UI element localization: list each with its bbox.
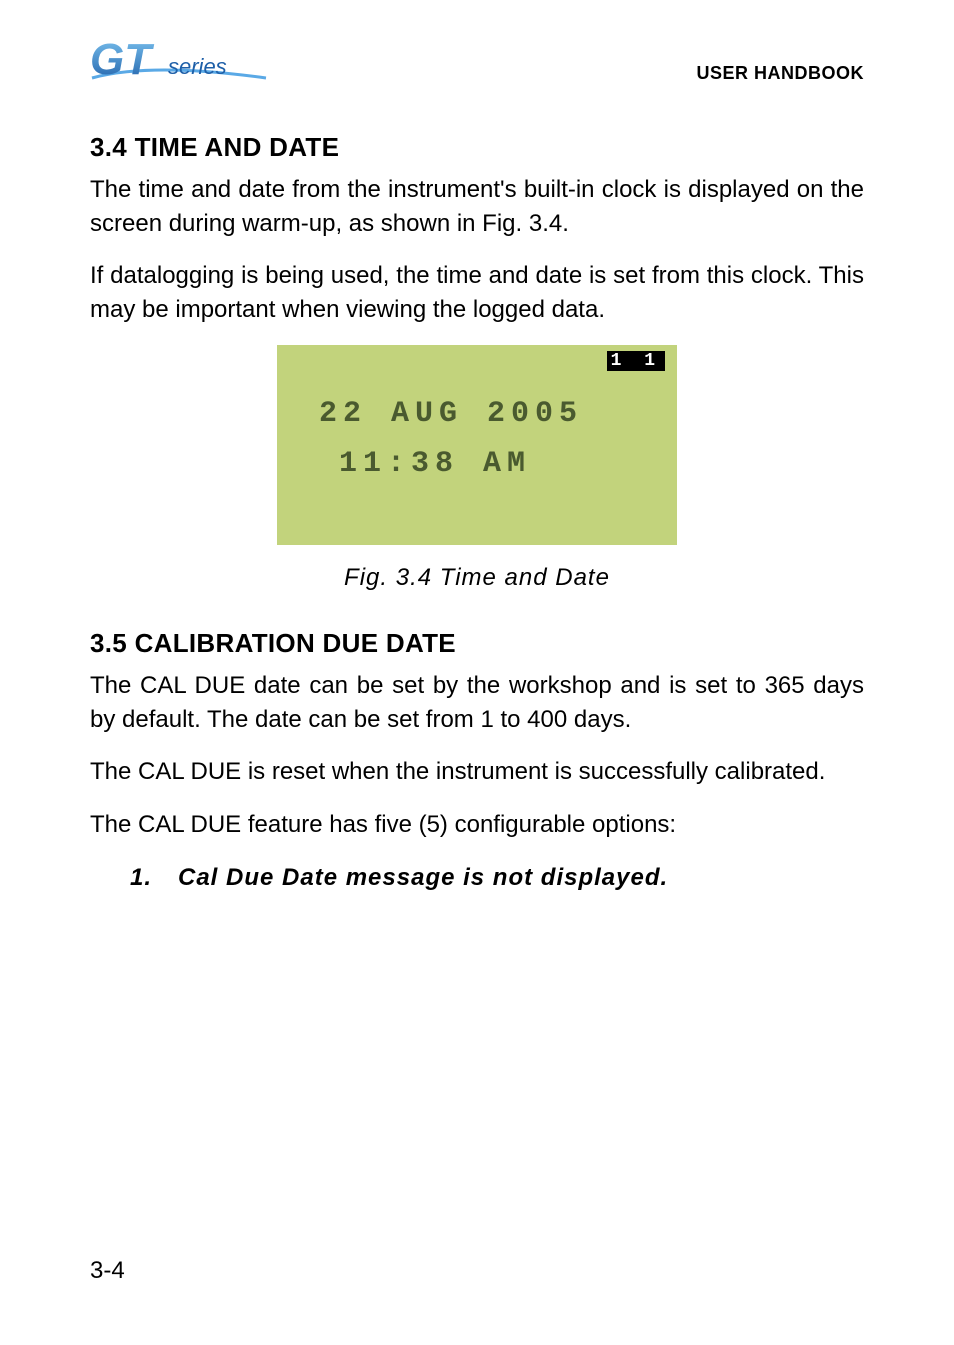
svg-text:GT: GT bbox=[90, 35, 154, 84]
page-header: GT series USER HANDBOOK bbox=[90, 32, 864, 92]
section-gap bbox=[90, 598, 864, 628]
logo-svg: GT series bbox=[90, 32, 270, 92]
section-35-para3: The CAL DUE feature has five (5) configu… bbox=[90, 808, 864, 842]
section-35-heading: 3.5 CALIBRATION DUE DATE bbox=[90, 628, 864, 659]
figure-34-caption: Fig. 3.4 Time and Date bbox=[90, 564, 864, 592]
page-number: 3-4 bbox=[90, 1257, 125, 1285]
gt-series-logo: GT series bbox=[90, 32, 270, 92]
section-35-para1: The CAL DUE date can be set by the works… bbox=[90, 669, 864, 737]
lcd-date-line: 22 AUG 2005 bbox=[319, 397, 583, 431]
lcd-screen: 1 1 22 AUG 2005 11:38 AM bbox=[277, 345, 677, 545]
section-35-para2: The CAL DUE is reset when the instrument… bbox=[90, 755, 864, 789]
figure-34: 1 1 22 AUG 2005 11:38 AM Fig. 3.4 Time a… bbox=[90, 345, 864, 592]
section-34-para1: The time and date from the instrument's … bbox=[90, 173, 864, 241]
lcd-time-line: 11:38 AM bbox=[339, 447, 531, 481]
svg-text:series: series bbox=[168, 54, 227, 79]
list-item-1-number: 1. bbox=[130, 864, 178, 892]
section-34-heading: 3.4 TIME AND DATE bbox=[90, 132, 864, 163]
list-item-1-text: Cal Due Date message is not displayed. bbox=[178, 864, 668, 892]
section-34-para2: If datalogging is being used, the time a… bbox=[90, 259, 864, 327]
document-page: GT series USER HANDBOOK 3.4 TIME AND DAT… bbox=[0, 0, 954, 1345]
lcd-badge: 1 1 bbox=[607, 351, 665, 371]
doc-title: USER HANDBOOK bbox=[696, 63, 864, 84]
list-item-1: 1. Cal Due Date message is not displayed… bbox=[90, 864, 864, 892]
